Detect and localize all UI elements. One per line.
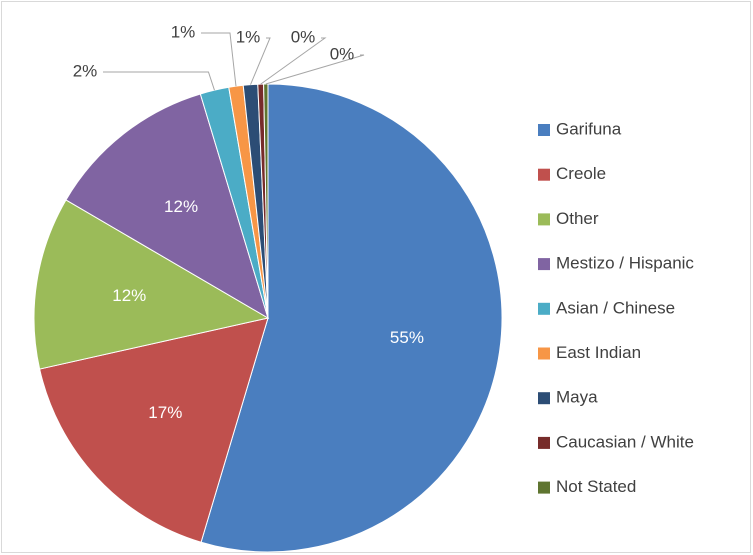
leader-line <box>103 71 215 91</box>
leader-line <box>201 32 237 87</box>
legend-label: East Indian <box>556 343 641 362</box>
legend-label: Caucasian / White <box>556 432 694 451</box>
legend-swatch <box>538 392 550 405</box>
data-label: 1% <box>236 27 261 46</box>
data-label: 12% <box>112 286 146 305</box>
data-label: 0% <box>330 44 355 63</box>
data-label: 17% <box>148 403 182 422</box>
legend-swatch <box>538 168 550 181</box>
data-label: 0% <box>291 27 316 46</box>
legend-swatch <box>538 347 550 360</box>
legend-swatch <box>538 436 550 449</box>
pie-slice <box>33 199 270 370</box>
legend-label: Mestizo / Hispanic <box>556 254 694 273</box>
legend-label: Other <box>556 209 599 228</box>
data-label: 55% <box>390 328 424 347</box>
legend-swatch <box>538 124 550 136</box>
legend-label: Asian / Chinese <box>556 298 675 317</box>
data-label: 1% <box>171 22 196 41</box>
legend-swatch <box>538 213 550 226</box>
data-label: 12% <box>164 197 198 216</box>
legend-swatch <box>538 481 550 494</box>
pie-slice <box>263 83 269 319</box>
pie-slice <box>200 83 503 553</box>
leader-line <box>260 37 327 85</box>
data-label: 2% <box>73 61 98 80</box>
leader-line <box>265 54 365 85</box>
leader-line <box>250 37 271 85</box>
legend-label: Not Stated <box>556 477 636 496</box>
legend-label: Creole <box>556 164 606 183</box>
legend-label: Maya <box>556 388 598 407</box>
legend-swatch <box>538 302 550 315</box>
legend-swatch <box>538 258 550 271</box>
pie-slice <box>65 93 269 320</box>
legend-label: Garifuna <box>556 119 622 138</box>
pie-slice <box>39 317 269 543</box>
